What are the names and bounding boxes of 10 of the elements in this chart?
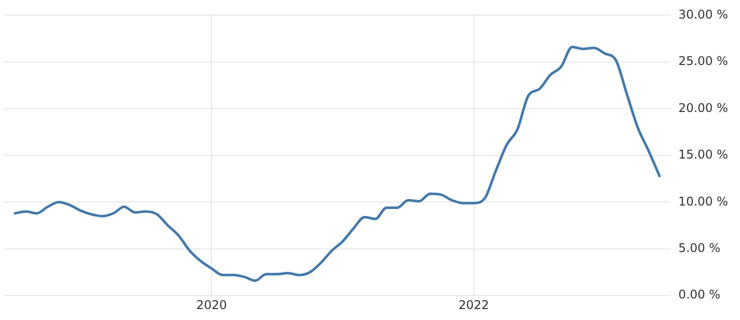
x-tick-label: 2020 (196, 298, 227, 312)
y-tick-label: 15.00 % (678, 148, 728, 162)
y-tick-label: 0.00 % (678, 288, 720, 302)
line-series (14, 46, 661, 282)
x-tick-label: 2022 (458, 298, 490, 312)
y-tick-label: 5.00 % (678, 240, 720, 255)
y-tick-label: 10.00 % (678, 194, 728, 208)
y-tick-label: 30.00 % (678, 7, 728, 22)
y-tick-label: 25.00 % (678, 54, 728, 68)
y-tick-label: 20.00 % (678, 100, 728, 115)
